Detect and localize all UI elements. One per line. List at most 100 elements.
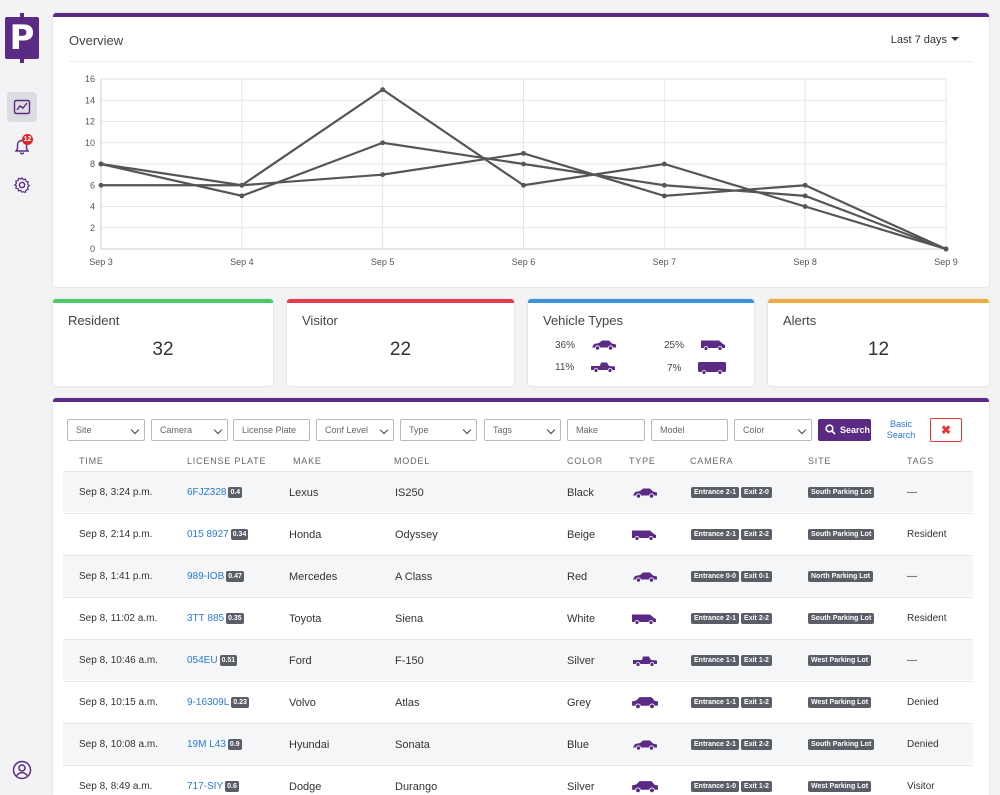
site-badge: South Parking Lot [808, 739, 875, 750]
data-point [661, 182, 667, 188]
app-logo[interactable]: P [5, 13, 39, 63]
type-filter-label: Type [409, 425, 429, 435]
resident-count: 32 [152, 339, 174, 360]
table-row[interactable]: Sep 8, 8:49 a.m. 717-SIY 0.6 Dodge Durango Si… [63, 765, 973, 795]
col-make[interactable]: MAKE [293, 456, 322, 466]
suv-icon [631, 766, 659, 795]
camera-filter-label: Camera [160, 425, 193, 435]
license-plate-link[interactable]: 3TT 885 [187, 613, 225, 624]
license-plate-link[interactable]: 9-16309L [187, 697, 230, 708]
camera-badge: Entrance 2-1 [691, 529, 740, 540]
search-button[interactable]: Search [818, 419, 871, 441]
sedan-icon [631, 472, 659, 513]
row-plate-cell: 989-IOB 0.47 [187, 556, 244, 597]
site-filter[interactable]: Site [67, 419, 145, 441]
sidebar-item-alerts[interactable]: 12 [7, 132, 37, 162]
clear-filters-button[interactable]: ✖ [930, 418, 962, 442]
license-plate-input[interactable]: License Plate [233, 419, 310, 441]
search-button-label: Search [840, 425, 871, 435]
chevron-down-icon [797, 425, 807, 435]
license-plate-link[interactable]: 015 8927 [187, 529, 229, 540]
chevron-down-icon [462, 425, 472, 435]
row-camera: Entrance 2-1 Exit 2-2 [691, 598, 774, 639]
color-filter[interactable]: Color [734, 419, 812, 441]
data-point [380, 172, 386, 178]
row-color: Grey [567, 696, 591, 709]
table-row[interactable]: Sep 8, 2:14 p.m. 015 8927 0.34 Honda Odyssey… [63, 513, 973, 554]
table-row[interactable]: Sep 8, 3:24 p.m. 6FJZ328 0.4 Lexus IS250 Blac… [63, 471, 973, 512]
col-type[interactable]: TYPE [629, 456, 656, 466]
col-color[interactable]: COLOR [567, 456, 604, 466]
caret-down-icon [951, 37, 959, 41]
col-site[interactable]: SITE [808, 456, 832, 466]
user-account-button[interactable] [12, 760, 32, 780]
row-make: Mercedes [289, 570, 338, 583]
sidebar-item-settings[interactable] [7, 170, 37, 200]
row-camera: Entrance 2-1 Exit 2-0 [691, 472, 774, 513]
license-plate-link[interactable]: 989-IOB [187, 571, 225, 582]
table-row[interactable]: Sep 8, 11:02 a.m. 3TT 885 0.35 Toyota Siena W… [63, 597, 973, 638]
sidebar-item-dashboard[interactable] [7, 92, 37, 122]
row-model: Siena [395, 612, 424, 625]
license-plate-link[interactable]: 054EU [187, 655, 218, 666]
chevron-down-icon [130, 425, 140, 435]
detections-card: Site Camera License Plate Conf Level Typ… [53, 398, 989, 795]
confidence-badge: 0.23 [231, 697, 249, 708]
y-tick-label: 16 [85, 74, 95, 84]
camera-badge: Entrance 1-1 [691, 655, 740, 666]
row-camera: Entrance 2-1 Exit 2-2 [691, 724, 774, 765]
camera-filter[interactable]: Camera [151, 419, 228, 441]
row-time: Sep 8, 10:15 a.m. [79, 697, 158, 708]
x-tick-label: Sep 3 [89, 257, 113, 267]
y-tick-label: 10 [85, 138, 95, 148]
row-color: Black [567, 486, 594, 499]
col-license-plate[interactable]: LICENSE PLATE [187, 456, 267, 466]
site-badge: South Parking Lot [808, 487, 875, 498]
data-point [521, 150, 526, 156]
tags-filter-label: Tags [493, 425, 513, 435]
model-input[interactable]: Model [651, 419, 728, 441]
sidebar: P 12 [0, 0, 44, 795]
van-icon [631, 514, 657, 555]
y-tick-label: 8 [90, 159, 95, 169]
site-badge: West Parking Lot [808, 781, 872, 792]
pickup-truck-icon [631, 640, 659, 681]
table-row[interactable]: Sep 8, 10:15 a.m. 9-16309L 0.23 Volvo Atlas G… [63, 681, 973, 722]
vehicle-types-card: Vehicle Types 36% 25% 11% 7% [528, 299, 754, 386]
license-plate-link[interactable]: 19M L43 [187, 739, 226, 750]
pickup-truck-icon [591, 362, 616, 373]
row-camera: Entrance 1-1 Exit 1-2 [691, 682, 774, 723]
sedan-icon [631, 556, 659, 597]
row-color: Red [567, 570, 588, 583]
row-model: IS250 [395, 486, 424, 499]
basic-search-link[interactable]: Basic Search [885, 419, 917, 441]
conf-level-filter[interactable]: Conf Level [316, 419, 394, 441]
license-plate-link[interactable]: 6FJZ328 [187, 487, 227, 498]
col-model[interactable]: MODEL [394, 456, 431, 466]
site-badge: South Parking Lot [808, 529, 875, 540]
license-plate-link[interactable]: 717-SIY [187, 781, 224, 792]
data-point [802, 182, 808, 188]
make-input[interactable]: Make [567, 419, 645, 441]
table-row[interactable]: Sep 8, 10:46 a.m. 054EU 0.51 Ford F-150 Silve… [63, 639, 973, 680]
col-camera[interactable]: CAMERA [690, 456, 734, 466]
table-row[interactable]: Sep 8, 1:41 p.m. 989-IOB 0.47 Mercedes A Cla… [63, 555, 973, 596]
table-row[interactable]: Sep 8, 10:08 a.m. 19M L43 0.9 Hyundai Sonata… [63, 723, 973, 764]
camera-badge: Entrance 2-1 [691, 487, 740, 498]
row-model: Sonata [395, 738, 430, 751]
col-tags[interactable]: TAGS [907, 456, 935, 466]
col-time[interactable]: TIME [79, 456, 104, 466]
tags-filter[interactable]: Tags [484, 419, 561, 441]
vehicle-type-pct: 11% [555, 361, 575, 373]
conf-level-label: Conf Level [325, 425, 369, 435]
type-filter[interactable]: Type [400, 419, 477, 441]
vehicle-types-title: Vehicle Types [543, 313, 623, 328]
row-model: A Class [395, 570, 433, 583]
date-range-dropdown[interactable]: Last 7 days [891, 34, 959, 46]
chevron-down-icon [213, 425, 223, 435]
user-circle-icon [12, 760, 32, 780]
row-site: West Parking Lot [808, 682, 873, 723]
overview-title: Overview [69, 33, 124, 48]
data-point [98, 161, 104, 167]
x-tick-label: Sep 8 [793, 257, 817, 267]
